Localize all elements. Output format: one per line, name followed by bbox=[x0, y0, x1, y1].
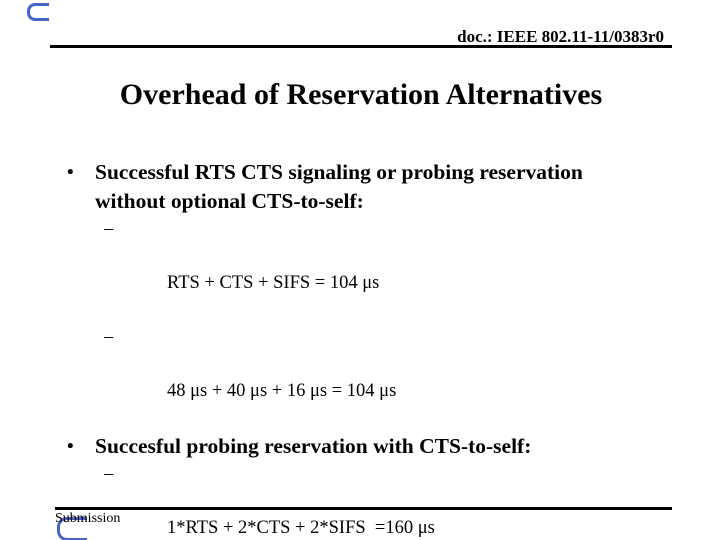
doc-number-label: doc.: IEEE 802.11-11/0383r0 bbox=[457, 27, 664, 46]
footer-rule bbox=[55, 507, 672, 510]
bullet-heading: • Succesful probing reservation with CTS… bbox=[60, 432, 660, 461]
corner-decoration-bottom-left-icon bbox=[57, 517, 87, 540]
dash-icon: – bbox=[104, 464, 114, 484]
sub-bullet: – 1*RTS + 2*CTS + 2*SIFS =160 μs bbox=[60, 461, 660, 540]
bullet-icon: • bbox=[67, 162, 74, 183]
dash-icon: – bbox=[104, 327, 114, 347]
dash-icon: – bbox=[104, 219, 114, 239]
bullet-heading-line: without optional CTS-to-self: bbox=[95, 189, 364, 213]
sub-bullet-text: 48 μs + 40 μs + 16 μs = 104 μs bbox=[167, 381, 397, 401]
sub-bullet-text: 1*RTS + 2*CTS + 2*SIFS =160 μs bbox=[167, 518, 435, 538]
sub-bullet-text: RTS + CTS + SIFS = 104 μs bbox=[167, 273, 380, 293]
corner-decoration-top-left-icon bbox=[27, 3, 49, 21]
bullet-heading-line: Succesful probing reservation with CTS-t… bbox=[95, 434, 532, 458]
bullet-icon: • bbox=[67, 436, 74, 457]
bullet-group: • Succesful probing reservation with CTS… bbox=[60, 432, 660, 540]
bullet-heading-line: Successful RTS CTS signaling or probing … bbox=[95, 160, 583, 184]
bullet-heading: • Successful RTS CTS signaling or probin… bbox=[60, 158, 660, 216]
submission-label: Submission bbox=[55, 511, 121, 526]
bullet-list: • Successful RTS CTS signaling or probin… bbox=[60, 158, 660, 540]
sub-bullet: – RTS + CTS + SIFS = 104 μs bbox=[60, 216, 660, 324]
page-title: Overhead of Reservation Alternatives bbox=[119, 78, 603, 111]
header-rule bbox=[50, 45, 672, 48]
sub-bullet: – 48 μs + 40 μs + 16 μs = 104 μs bbox=[60, 324, 660, 432]
bullet-group: • Successful RTS CTS signaling or probin… bbox=[60, 158, 660, 432]
